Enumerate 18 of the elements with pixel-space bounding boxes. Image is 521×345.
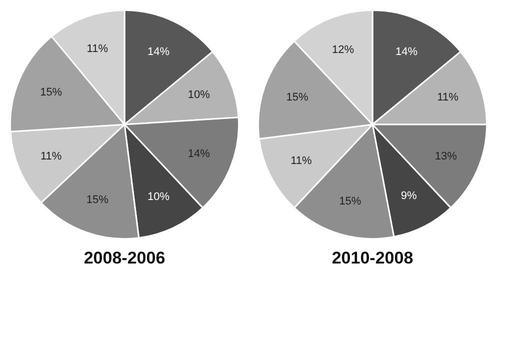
data-label: 10%: [188, 89, 210, 102]
text: 2010-2008: [332, 248, 414, 268]
data-label: 15%: [339, 195, 362, 208]
data-label: 9%: [400, 190, 417, 202]
text: 2008-2006: [84, 248, 166, 268]
data-label: 13%: [434, 150, 458, 162]
data-label: 10%: [148, 190, 170, 203]
data-label: 11%: [40, 150, 62, 162]
data-label: 11%: [86, 43, 108, 56]
data-label: 15%: [286, 91, 308, 104]
data-label: 15%: [86, 194, 109, 206]
data-label: 15%: [40, 86, 62, 99]
data-label: 14%: [396, 46, 418, 58]
data-label: 14%: [188, 148, 210, 160]
data-label: 11%: [437, 91, 459, 104]
data-label: 11%: [290, 154, 312, 167]
data-label: 12%: [332, 44, 354, 56]
data-label: 14%: [148, 46, 170, 58]
